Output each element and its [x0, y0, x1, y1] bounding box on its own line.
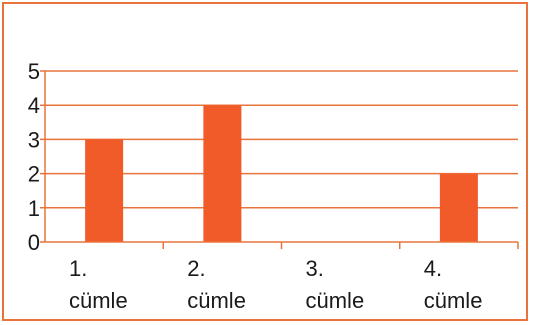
- category-label-1-line-2: cümle: [69, 288, 128, 313]
- category-labels: 1. cümle 2. cümle 3. cümle 4. cümle: [69, 256, 482, 313]
- category-label-1-line-1: 1.: [69, 256, 87, 281]
- y-tick-label-4: 4: [28, 93, 40, 118]
- y-tick-label-1: 1: [28, 196, 40, 221]
- category-label-4-line-1: 4.: [424, 256, 442, 281]
- category-label-2-line-1: 2.: [187, 256, 205, 281]
- bar-1: [85, 139, 124, 242]
- y-tick-label-0: 0: [28, 230, 40, 255]
- axes: [40, 71, 519, 249]
- bars: [85, 105, 478, 242]
- category-label-3-line-1: 3.: [306, 256, 324, 281]
- category-label-4-line-2: cümle: [424, 288, 483, 313]
- y-tick-labels: 0 1 2 3 4 5: [28, 59, 40, 255]
- bar-4: [439, 173, 478, 242]
- bar-2: [203, 105, 242, 242]
- y-tick-label-2: 2: [28, 162, 40, 187]
- category-label-3-line-2: cümle: [306, 288, 365, 313]
- y-tick-label-5: 5: [28, 59, 40, 84]
- y-tick-label-3: 3: [28, 127, 40, 152]
- category-label-2-line-2: cümle: [187, 288, 246, 313]
